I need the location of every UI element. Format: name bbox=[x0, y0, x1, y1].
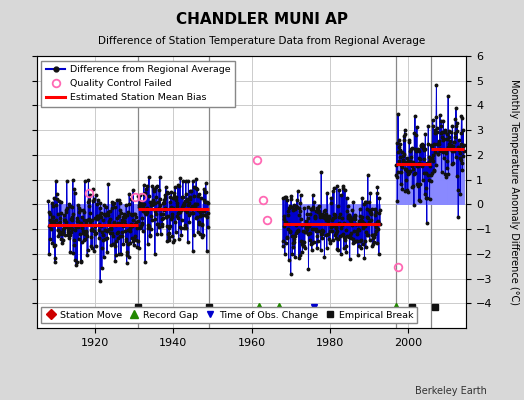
Text: Berkeley Earth: Berkeley Earth bbox=[416, 386, 487, 396]
Legend: Station Move, Record Gap, Time of Obs. Change, Empirical Break: Station Move, Record Gap, Time of Obs. C… bbox=[41, 307, 417, 323]
Y-axis label: Monthly Temperature Anomaly Difference (°C): Monthly Temperature Anomaly Difference (… bbox=[509, 79, 519, 305]
Text: Difference of Station Temperature Data from Regional Average: Difference of Station Temperature Data f… bbox=[99, 36, 425, 46]
Text: CHANDLER MUNI AP: CHANDLER MUNI AP bbox=[176, 12, 348, 27]
